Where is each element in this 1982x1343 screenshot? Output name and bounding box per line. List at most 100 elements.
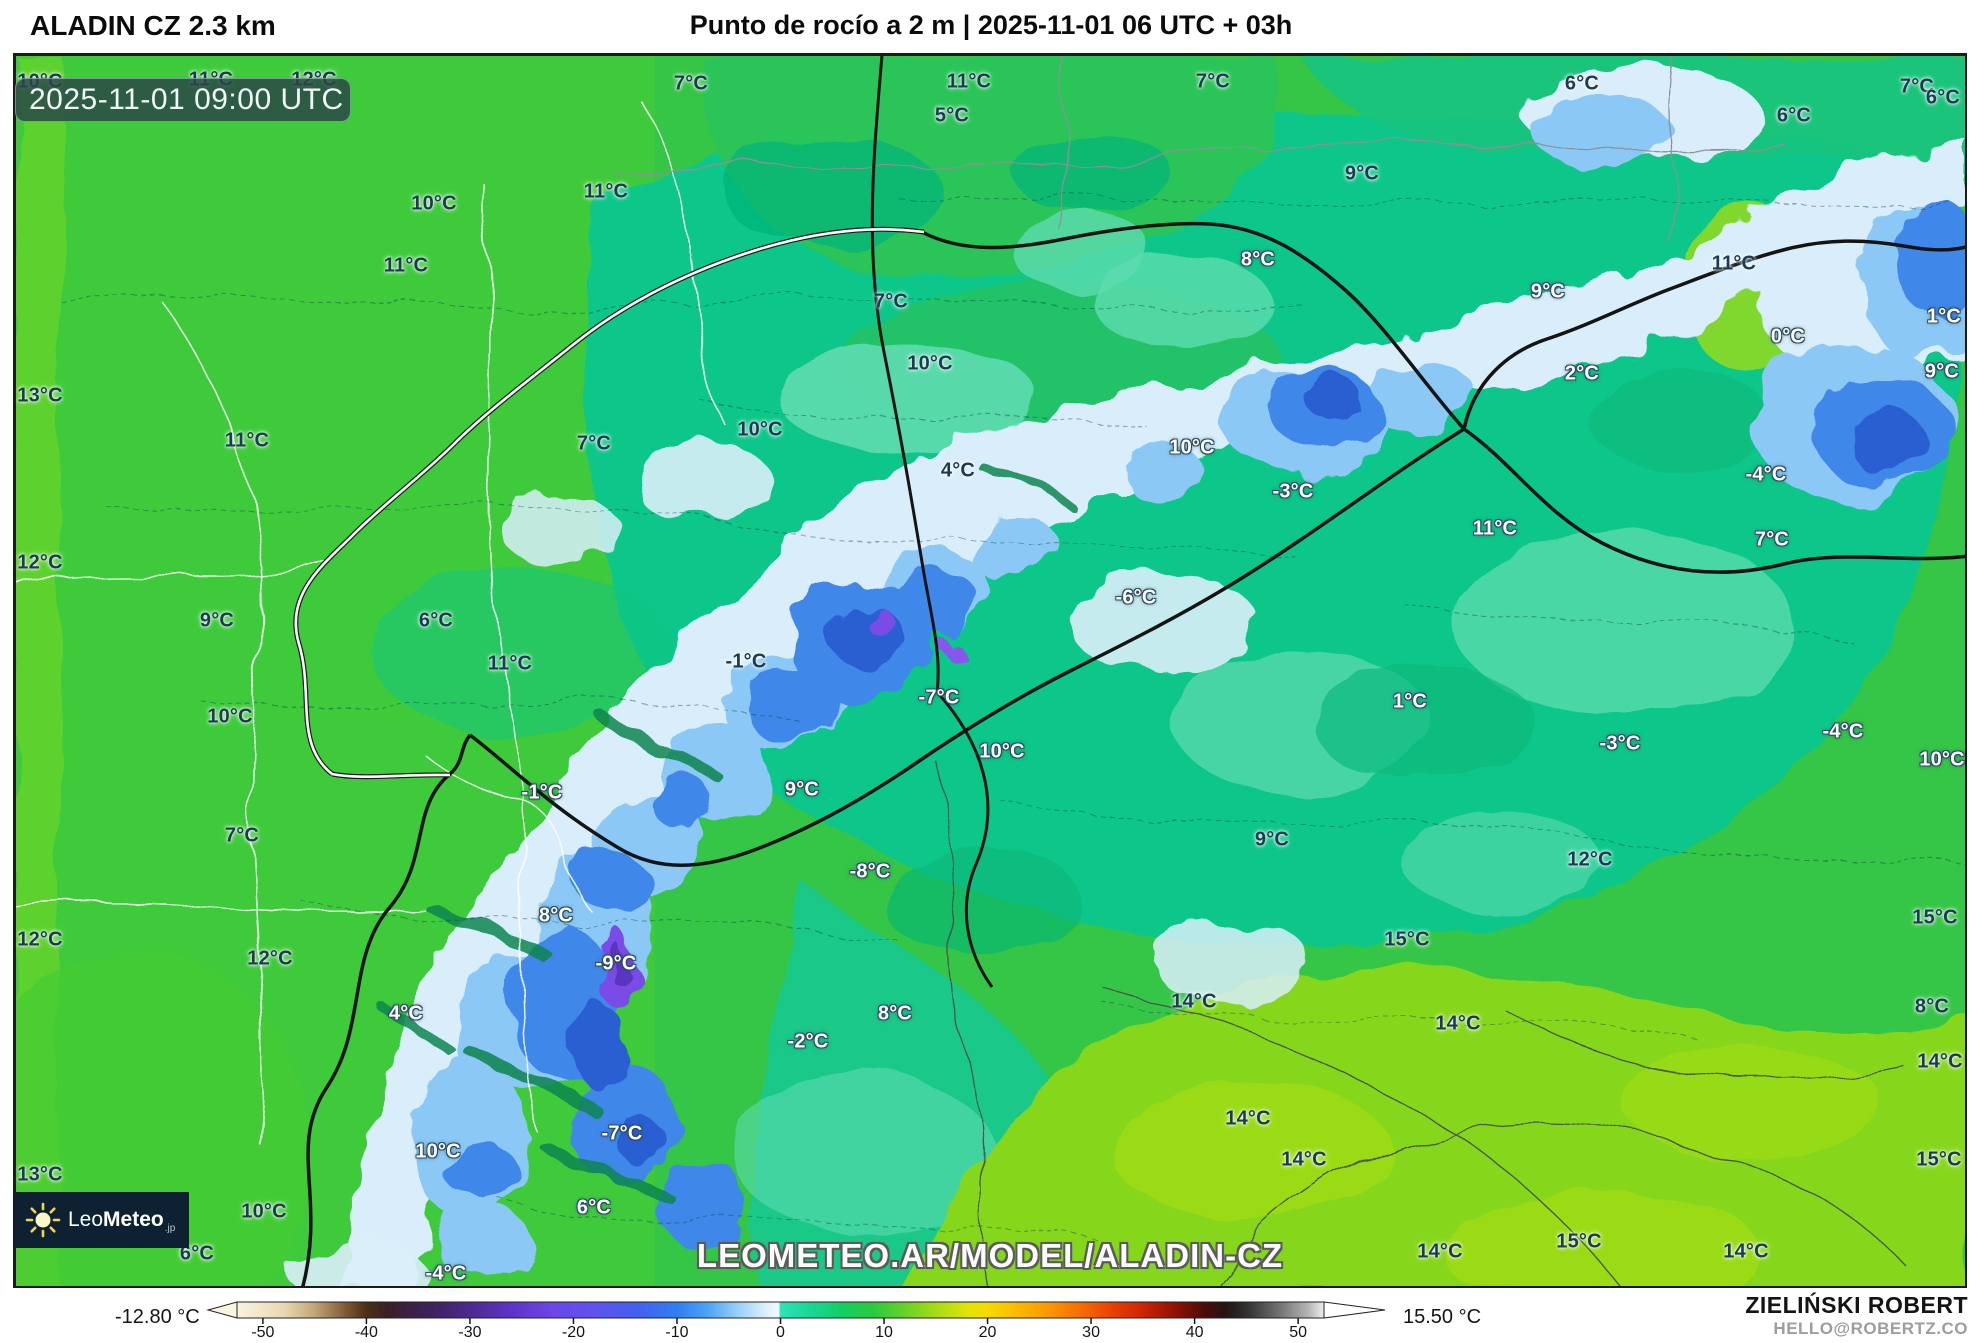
temp-label: 15°C	[1916, 1148, 1962, 1171]
field-blue	[412, 97, 1965, 1277]
logo-text: LeoMeteo.jp	[68, 1208, 176, 1234]
temp-label: 11°C	[487, 652, 533, 675]
temp-label: -7°C	[601, 1122, 643, 1145]
temp-label: 7°C	[224, 824, 260, 847]
temp-label: 10°C	[411, 192, 457, 215]
temp-label: 11°C	[583, 180, 629, 203]
temp-label: 11°C	[946, 70, 992, 93]
temp-label: 14°C	[1281, 1148, 1327, 1171]
temp-label: 8°C	[1914, 995, 1950, 1018]
temp-label: 5°C	[934, 104, 970, 127]
colorbar-max-value: 15.50 °C	[1403, 1306, 1482, 1328]
temp-label: 14°C	[1435, 1012, 1481, 1035]
svg-text:-50: -50	[251, 1324, 274, 1338]
temp-label: 11°C	[1472, 517, 1518, 540]
temp-label: 7°C	[1195, 70, 1231, 93]
temp-label: -8°C	[849, 860, 891, 883]
purple-cores	[599, 608, 959, 1007]
svg-text:30: 30	[1082, 1324, 1100, 1338]
svg-text:40: 40	[1186, 1324, 1204, 1338]
page-title: Punto de rocío a 2 m | 2025-11-01 06 UTC…	[689, 10, 1293, 40]
credit-email: HELLO@ROBERTZ.CO	[1773, 1319, 1968, 1338]
dewpoint-field-canvas	[15, 55, 1965, 1286]
temp-label: 10°C	[979, 740, 1025, 763]
colorbar-right-arrow	[1323, 1301, 1386, 1319]
temp-label: 13°C	[17, 384, 63, 407]
temp-label: 12°C	[17, 551, 63, 574]
svg-text:-10: -10	[665, 1324, 688, 1338]
temp-label: 10°C	[415, 1140, 461, 1163]
temp-label: 12°C	[17, 928, 63, 951]
weather-map[interactable]: 7°C11°C5°C7°C6°C7°C6°C6°C10°C11°C12°C11°…	[13, 53, 1967, 1288]
temp-label: -1°C	[521, 781, 563, 804]
temp-label: 6°C	[1925, 86, 1961, 109]
temp-label: 15°C	[1912, 906, 1958, 929]
colorbar-footer: -50 -40 -30 -20 -10 0 10 20 30 40 50 -12.80 °C 15.…	[0, 1290, 1982, 1341]
temp-label: -4°C	[425, 1262, 467, 1285]
temp-label: -7°C	[918, 686, 960, 709]
colorbar: -50 -40 -30 -20 -10 0 10 20 30 40 50	[206, 1301, 1386, 1341]
temp-label: 15°C	[1556, 1230, 1602, 1253]
temp-label: 6°C	[418, 609, 454, 632]
temp-label: 9°C	[1254, 828, 1290, 851]
colorbar-min-value: -12.80 °C	[115, 1306, 200, 1328]
temp-label: -6°C	[1115, 586, 1157, 609]
temp-label: 9°C	[784, 778, 820, 801]
admin-borders	[15, 55, 1908, 1286]
temp-label: -4°C	[1822, 720, 1864, 743]
temp-label: 12°C	[1567, 848, 1613, 871]
temp-label: 12°C	[247, 947, 293, 970]
logo-text-suffix: .jp	[164, 1223, 176, 1234]
model-name: ALADIN CZ 2.3 km	[30, 10, 276, 41]
temp-label: 14°C	[1171, 990, 1217, 1013]
temp-label: 10°C	[241, 1200, 287, 1223]
temp-label: -2°C	[787, 1030, 829, 1053]
temp-label: 10°C	[207, 705, 253, 728]
temp-label: 1°C	[1392, 690, 1428, 713]
temp-label: 6°C	[1564, 72, 1600, 95]
svg-text:-20: -20	[562, 1324, 585, 1338]
temp-label: 6°C	[179, 1242, 215, 1265]
temp-label: 7°C	[673, 72, 709, 95]
temp-label: 11°C	[383, 254, 429, 277]
temp-label: 13°C	[17, 1163, 63, 1186]
temp-label: 8°C	[1240, 248, 1276, 271]
temp-label: 1°C	[1926, 305, 1962, 328]
temp-label: 10°C	[737, 418, 783, 441]
temp-label: 6°C	[576, 1196, 612, 1219]
temp-label: 14°C	[1723, 1240, 1769, 1263]
svg-text:10: 10	[875, 1324, 893, 1338]
colorbar-ticks: -50 -40 -30 -20 -10 0 10 20 30 40 50	[251, 1318, 1307, 1341]
temp-label: 11°C	[1711, 252, 1757, 275]
ridge-lines	[377, 468, 1071, 1203]
temp-label: 7°C	[1899, 75, 1935, 98]
temp-label: 0°C	[1770, 325, 1806, 348]
temp-label: 6°C	[1776, 104, 1812, 127]
country-borders-white	[293, 226, 925, 780]
temp-label: 10°C	[1919, 748, 1965, 771]
leometeo-logo[interactable]: LeoMeteo.jp	[15, 1192, 189, 1248]
temp-label: -3°C	[1599, 732, 1641, 755]
temp-label: 7°C	[576, 432, 612, 455]
header-bar: ALADIN CZ 2.3 km Punto de rocío a 2 m | …	[0, 0, 1982, 53]
credit-name: ZIELIŃSKI ROBERT	[1745, 1292, 1968, 1318]
temp-label: 14°C	[1225, 1107, 1271, 1130]
temp-label: 10°C	[1169, 436, 1215, 459]
logo-text-leo: Leo	[68, 1208, 104, 1231]
temp-label: 9°C	[1530, 280, 1566, 303]
temp-label: 9°C	[1924, 360, 1960, 383]
svg-text:-30: -30	[458, 1324, 481, 1338]
temp-label: 8°C	[538, 904, 574, 927]
temp-label: 11°C	[224, 429, 270, 452]
valid-time-badge: 2025-11-01 09:00 UTC	[15, 78, 351, 122]
temp-label: 9°C	[1344, 162, 1380, 185]
sun-icon	[25, 1202, 61, 1238]
svg-text:20: 20	[979, 1324, 997, 1338]
watermark-url: LEOMETEO.AR/MODEL/ALADIN-CZ	[696, 1237, 1284, 1274]
temp-label: -1°C	[725, 650, 767, 673]
temp-label: 4°C	[388, 1002, 424, 1025]
temp-label: 14°C	[1417, 1240, 1463, 1263]
temp-label: 8°C	[877, 1002, 913, 1025]
temp-label: -3°C	[1272, 480, 1314, 503]
